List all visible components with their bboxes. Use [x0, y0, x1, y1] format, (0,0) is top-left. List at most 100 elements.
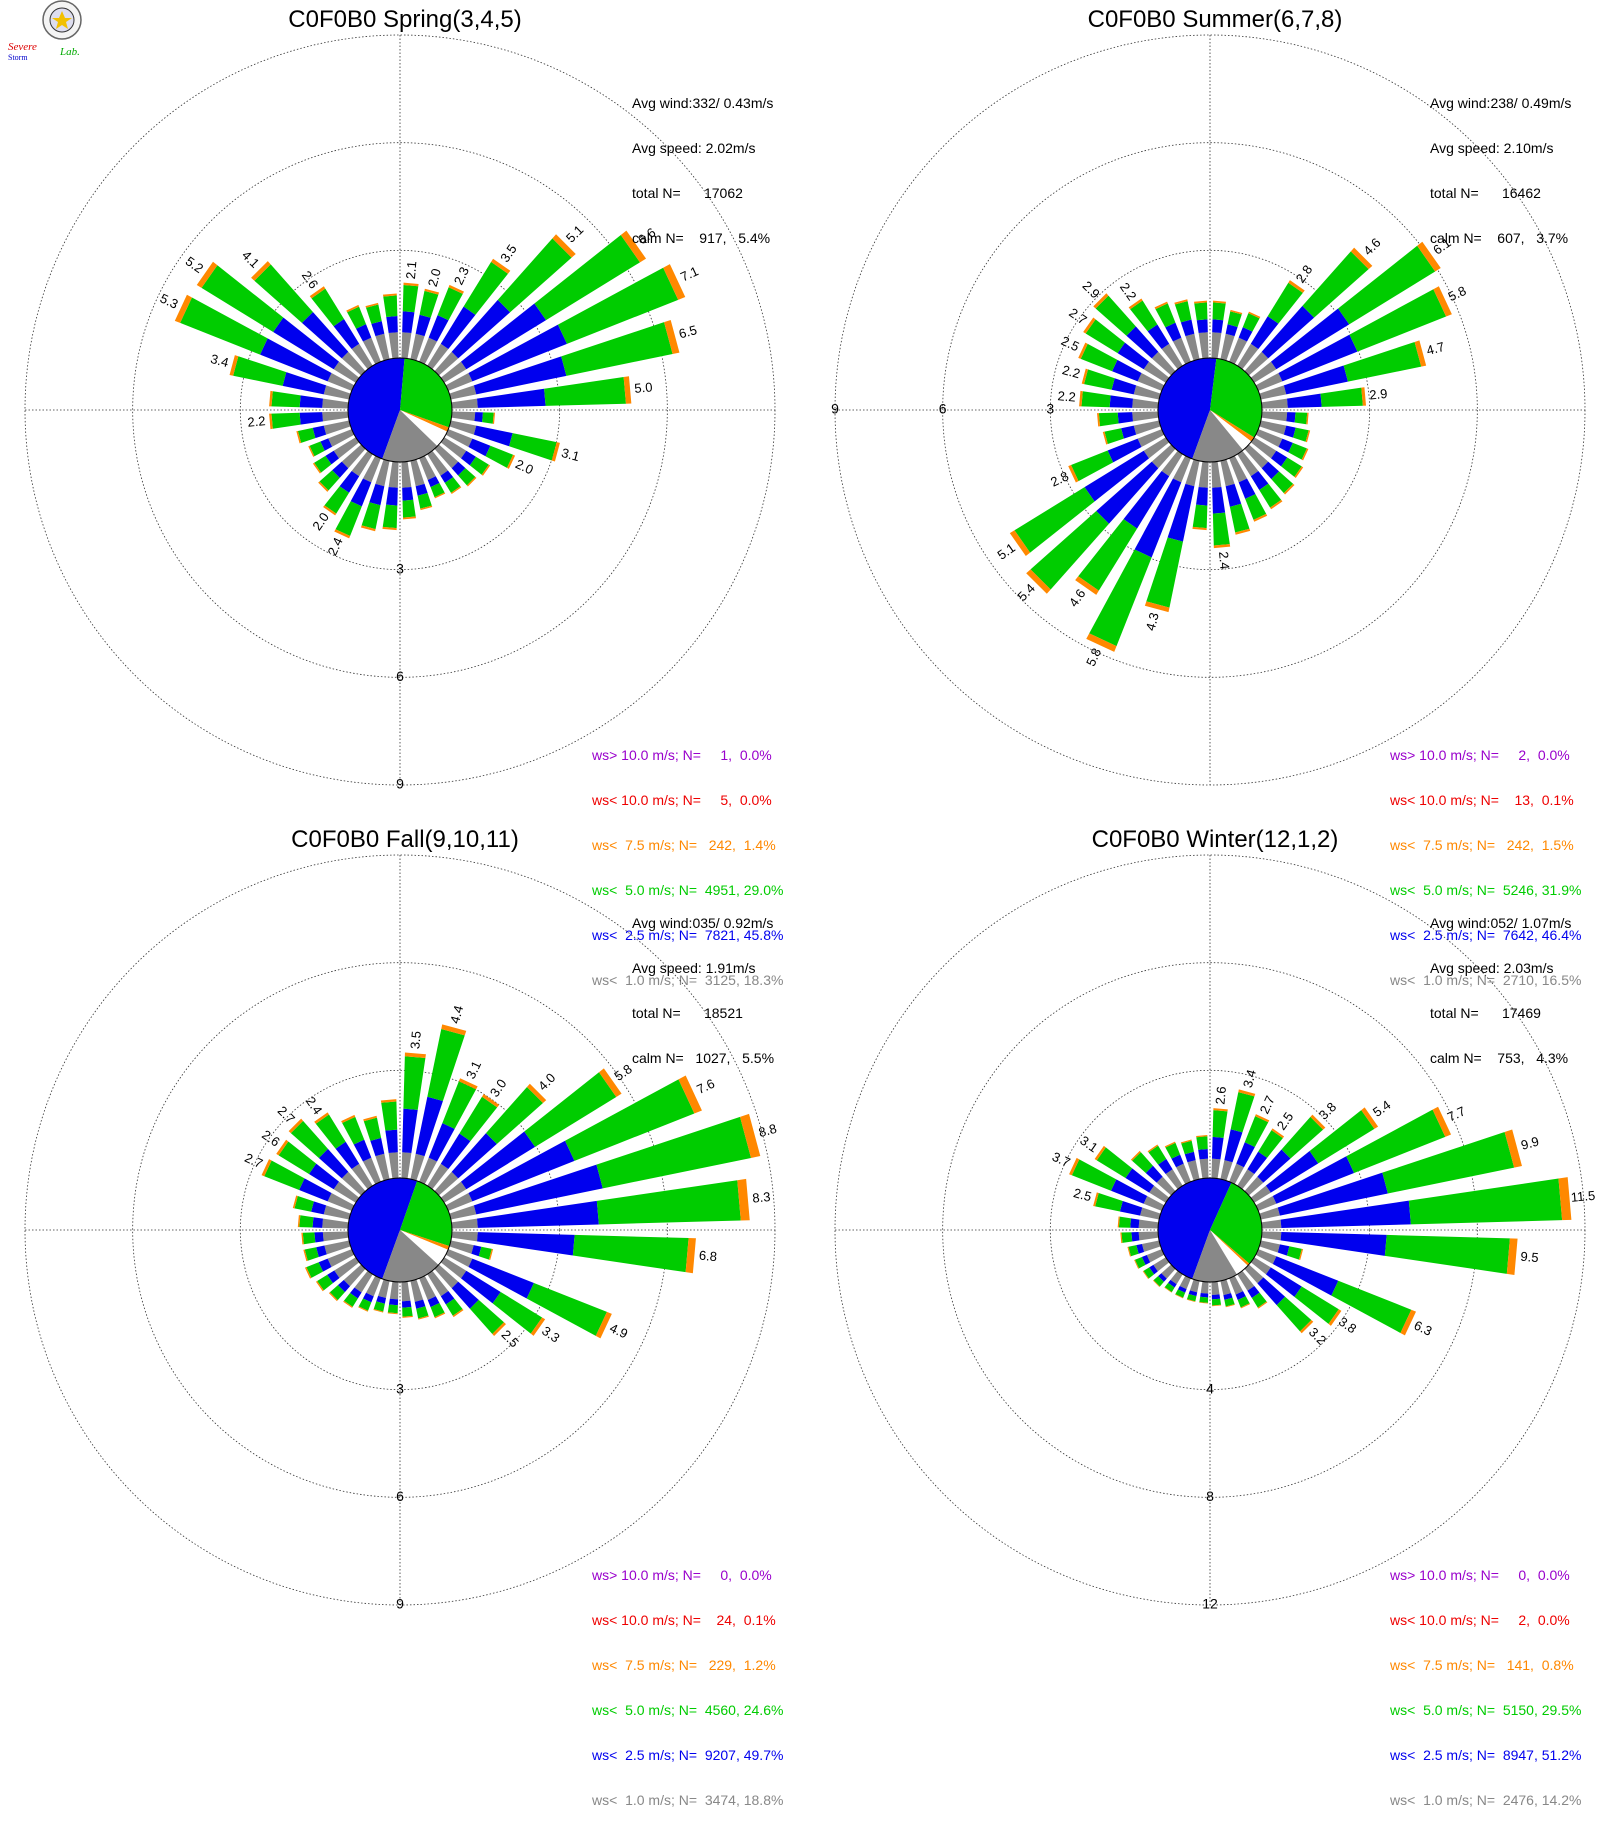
windrose-bar-segment — [196, 261, 218, 288]
legend-entry: ws> 10.0 m/s; N= 1, 0.0% — [592, 747, 772, 763]
windrose-bar-segment — [410, 333, 425, 361]
bar-value-label: 8.3 — [752, 1189, 771, 1206]
windrose-bar-segment — [327, 1249, 355, 1268]
windrose-bar-segment — [1237, 1296, 1250, 1308]
windrose-bar-segment — [419, 1275, 436, 1300]
windrose-bar-segment — [551, 442, 560, 462]
windrose-bar-segment — [1158, 1273, 1167, 1282]
windrose-bar-segment — [1261, 461, 1280, 480]
windrose-bar-segment — [1265, 1267, 1302, 1297]
windrose-bar-segment — [1151, 351, 1176, 376]
windrose-bar-segment — [1346, 1109, 1446, 1173]
windrose-bar-segment — [1223, 1293, 1233, 1300]
windrose-bar-segment — [333, 437, 360, 459]
windrose-bar-segment — [1286, 412, 1296, 423]
windrose-bar-segment — [312, 1217, 323, 1228]
ring-label: 4 — [1206, 1380, 1214, 1396]
windrose-bar-segment — [451, 411, 476, 421]
windrose-bar-segment — [461, 1270, 501, 1304]
windrose-bar-segment — [1200, 1281, 1209, 1294]
windrose-bar-segment — [451, 1281, 479, 1309]
lab-logo: Severe Storm Lab. — [8, 0, 82, 62]
windrose-bar-segment — [328, 429, 355, 447]
windrose-bar-segment — [1165, 1142, 1181, 1159]
windrose-bar-segment — [440, 306, 476, 349]
windrose-bar-segment — [485, 1086, 544, 1145]
legend-entry: ws< 2.5 m/s; N= 7821, 45.8% — [592, 927, 784, 943]
windrose-bar-segment — [1137, 372, 1165, 391]
windrose-bar-segment — [373, 1301, 385, 1312]
bar-value-label: 2.7 — [1066, 305, 1089, 328]
windrose-bar-segment — [415, 483, 428, 496]
windrose-bar-segment — [434, 351, 459, 376]
windrose-bar-segment — [427, 476, 440, 488]
pie-outline — [347, 357, 453, 463]
bar-value-label: 2.6 — [1212, 1086, 1229, 1105]
windrose-bar-segment — [1198, 1148, 1209, 1160]
windrose-bar-segment — [678, 1075, 702, 1114]
windrose-bar-segment — [369, 483, 385, 506]
bar-value-label: 2.8 — [1048, 468, 1071, 489]
windrose-bar-segment — [1271, 308, 1350, 370]
windrose-bar-segment — [354, 1270, 373, 1293]
windrose-bar-segment — [1151, 444, 1176, 469]
windrose-bar-segment — [346, 304, 360, 313]
windrose-bar-segment — [1211, 1158, 1221, 1179]
windrose-bar-segment — [1111, 378, 1137, 395]
windrose-bar-segment — [449, 420, 477, 435]
windrose-bar-segment — [1145, 1165, 1163, 1183]
windrose-panel-summer: 3 6 9 2.8 4.6 6.1 5.8 4.7 2.9 2.4 4.3 5.8 4.6 5.4 5.1 2… — [810, 0, 1620, 988]
bar-value-label: 3.5 — [497, 242, 520, 265]
windrose-bar-segment — [418, 1315, 429, 1320]
windrose-bar-segment — [309, 441, 325, 457]
windrose-bar-segment — [302, 1232, 316, 1245]
windrose-bar-segment — [1156, 1176, 1176, 1196]
windrose-bar-segment — [1271, 1128, 1285, 1139]
windrose-bar-segment — [375, 1153, 390, 1181]
windrose-bar-segment — [1149, 1185, 1170, 1203]
bar-value-label: 2.2 — [1057, 388, 1076, 405]
windrose-bar-segment — [351, 343, 373, 370]
windrose-bar-segment — [1288, 442, 1307, 460]
windrose-bar-segment — [402, 284, 419, 313]
pie-slice-lt1 — [382, 1230, 439, 1282]
windrose-bar-segment — [506, 454, 516, 469]
windrose-bar-segment — [440, 470, 454, 483]
windrose-bar-segment — [1180, 1139, 1192, 1144]
windrose-bar-segment — [1504, 1129, 1522, 1168]
windrose-bar-segment — [385, 1129, 398, 1153]
windrose-bar-segment — [1172, 455, 1191, 483]
bar-value-label: 5.8 — [1083, 646, 1104, 669]
windrose-bar-segment — [269, 390, 273, 407]
windrose-bar-segment — [278, 1141, 317, 1174]
windrose-bar-segment — [1414, 340, 1427, 367]
windrose-bar-segment — [1069, 1157, 1080, 1176]
windrose-bar-segment — [1235, 528, 1251, 535]
windrose-bar-segment — [1093, 1192, 1099, 1207]
windrose-bar-segment — [386, 487, 398, 506]
windrose-bar-segment — [1261, 1231, 1282, 1241]
windrose-bar-segment — [1093, 293, 1109, 309]
pie-slice-lt5 — [1210, 358, 1262, 438]
windrose-bar-segment — [461, 303, 547, 370]
bar-value-label: 4.6 — [1066, 586, 1089, 609]
windrose-bar-segment — [1250, 1257, 1271, 1275]
stat-line: Avg speed: 2.03m/s — [1430, 960, 1554, 976]
bar-value-label: 9.5 — [1520, 1249, 1539, 1266]
bar-value-label: 2.5 — [1274, 1109, 1297, 1132]
windrose-bar-segment — [1198, 332, 1209, 359]
windrose-bar-segment — [312, 462, 322, 474]
windrose-bar-segment — [1107, 438, 1142, 463]
windrose-bar-segment — [322, 411, 349, 422]
windrose-bar-segment — [1237, 1270, 1255, 1291]
windrose-bar-segment — [341, 1171, 366, 1196]
windrose-bar-segment — [1227, 311, 1242, 327]
windrose-bar-segment — [317, 1274, 333, 1291]
windrose-bar-segment — [1259, 420, 1287, 435]
windrose-bar-segment — [382, 293, 397, 297]
windrose-bar-segment — [1280, 1200, 1411, 1229]
pie-slice-calm — [400, 1230, 449, 1265]
bar-value-label: 2.9 — [1369, 386, 1388, 403]
windrose-bar-segment — [327, 372, 355, 391]
windrose-bar-segment — [1255, 429, 1283, 448]
